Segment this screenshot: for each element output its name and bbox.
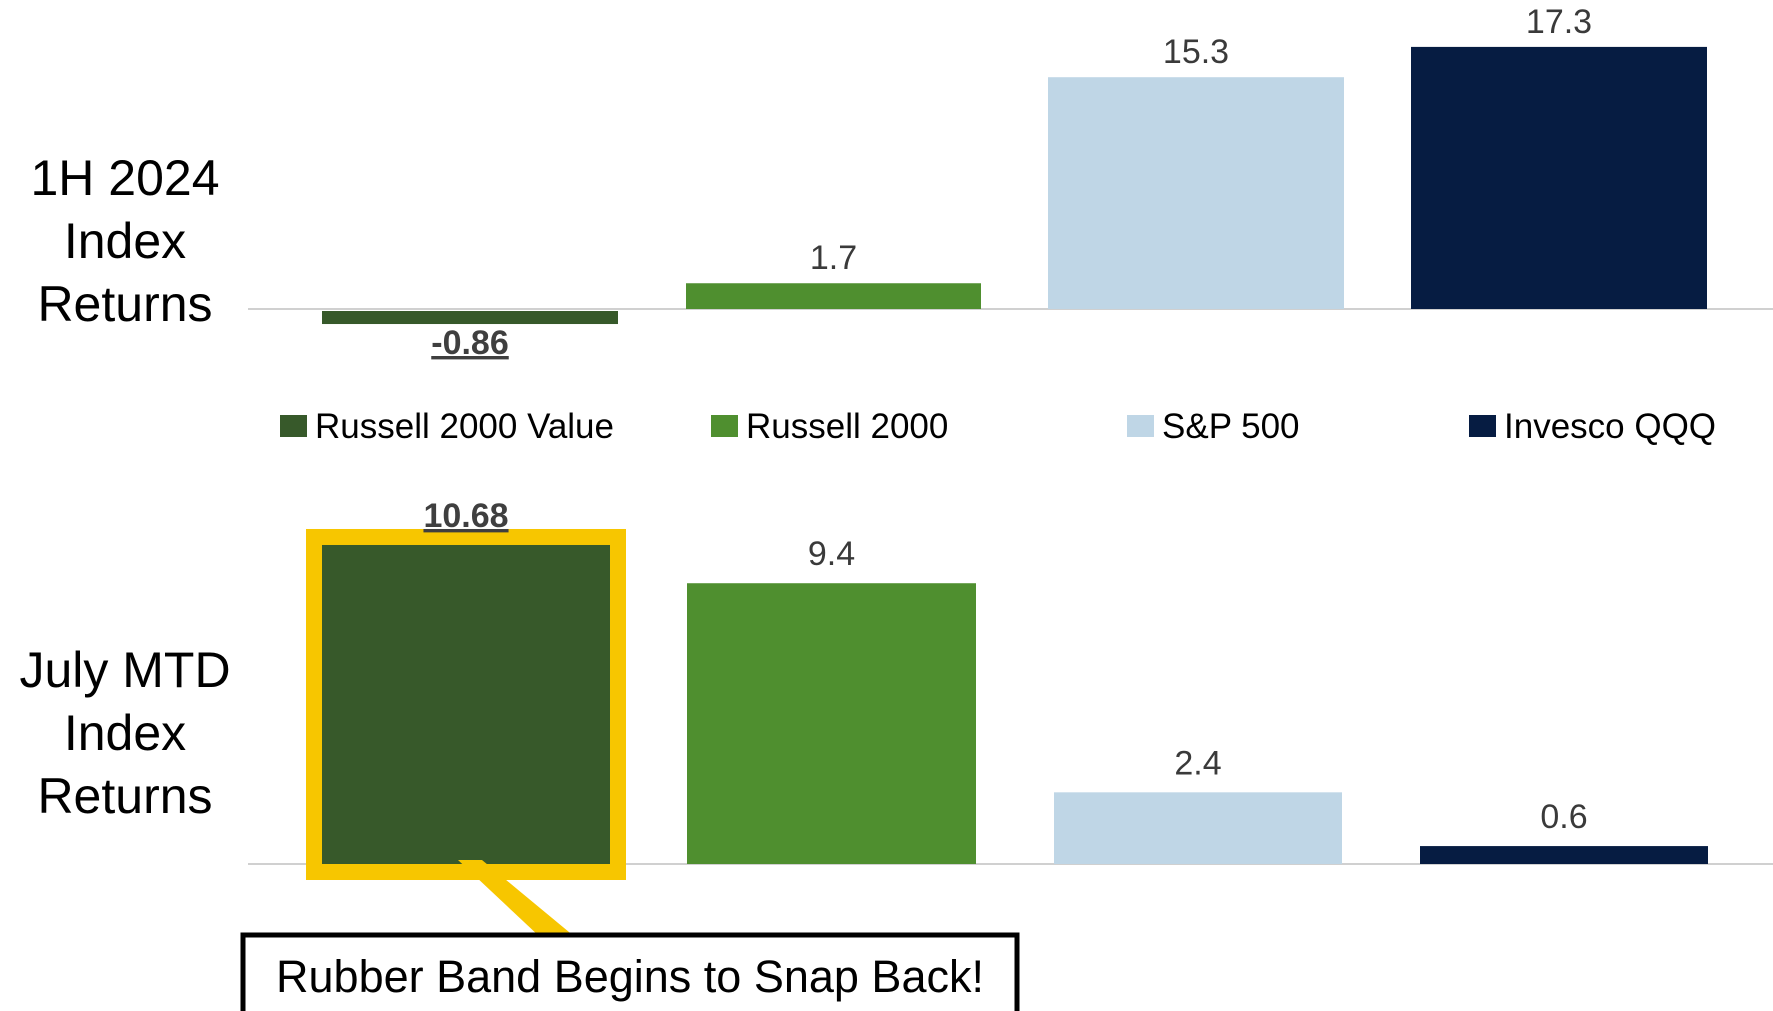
- data-label-russell-2000: 1.7: [810, 239, 857, 277]
- snap-back-callout: Rubber Band Begins to Snap Back!: [240, 860, 1020, 1011]
- legend-label: Russell 2000 Value: [315, 407, 614, 446]
- row-label-line: 1H 2024: [30, 150, 219, 206]
- bar-invesco-qqq: [1420, 846, 1708, 864]
- legend-item-russell-2000-value: Russell 2000 Value: [280, 407, 614, 446]
- panel-july-mtd: July MTD Index Returns 10.68 9.4 2.4 0.6: [19, 497, 1773, 880]
- chart-legend: Russell 2000 Value Russell 2000 S&P 500 Inv…: [280, 407, 1716, 446]
- bar-russell-2000: [686, 283, 981, 309]
- data-label-invesco-qqq: 0.6: [1540, 798, 1587, 836]
- bar-russell-2000: [687, 583, 976, 864]
- legend-swatch: [1469, 415, 1496, 437]
- bar-sandp-500: [1054, 792, 1342, 864]
- row-label-line: Returns: [37, 276, 212, 332]
- legend-label: Russell 2000: [746, 407, 948, 446]
- bar-highlight-frame: [306, 528, 626, 880]
- row-label: July MTD Index Returns: [19, 642, 230, 824]
- legend-swatch: [280, 415, 307, 437]
- data-label-sandp-500: 15.3: [1163, 33, 1229, 71]
- bar-russell-2000-value: [322, 311, 618, 325]
- row-label-line: Returns: [37, 768, 212, 824]
- panel-1h-2024: 1H 2024 Index Returns -0.86 1.7 15.3 17.3: [30, 3, 1773, 362]
- legend-item-invesco-qqq: Invesco QQQ: [1469, 407, 1716, 446]
- legend-swatch: [1127, 415, 1154, 437]
- legend-item-russell-2000: Russell 2000: [711, 407, 948, 446]
- data-label-russell-2000-value: -0.86: [431, 324, 509, 362]
- data-label-invesco-qqq: 17.3: [1526, 3, 1592, 41]
- legend-label: S&P 500: [1162, 407, 1300, 446]
- row-label-line: Index: [64, 705, 186, 761]
- row-label-line: July MTD: [19, 642, 230, 698]
- callout-text: Rubber Band Begins to Snap Back!: [276, 951, 984, 1002]
- data-label-russell-2000: 9.4: [808, 535, 855, 573]
- bar-invesco-qqq: [1411, 46, 1707, 309]
- row-label-line: Index: [64, 213, 186, 269]
- bar-sandp-500: [1048, 77, 1344, 309]
- bar-russell-2000-value: [322, 544, 610, 864]
- callout-box: [240, 932, 1020, 1011]
- legend-swatch: [711, 415, 738, 437]
- legend-item-sandp-500: S&P 500: [1127, 407, 1300, 446]
- data-label-russell-2000-value: 10.68: [423, 497, 508, 535]
- callout-pointer: [458, 860, 575, 937]
- row-label: 1H 2024 Index Returns: [30, 150, 219, 332]
- data-label-sandp-500: 2.4: [1174, 744, 1221, 782]
- legend-label: Invesco QQQ: [1504, 407, 1716, 446]
